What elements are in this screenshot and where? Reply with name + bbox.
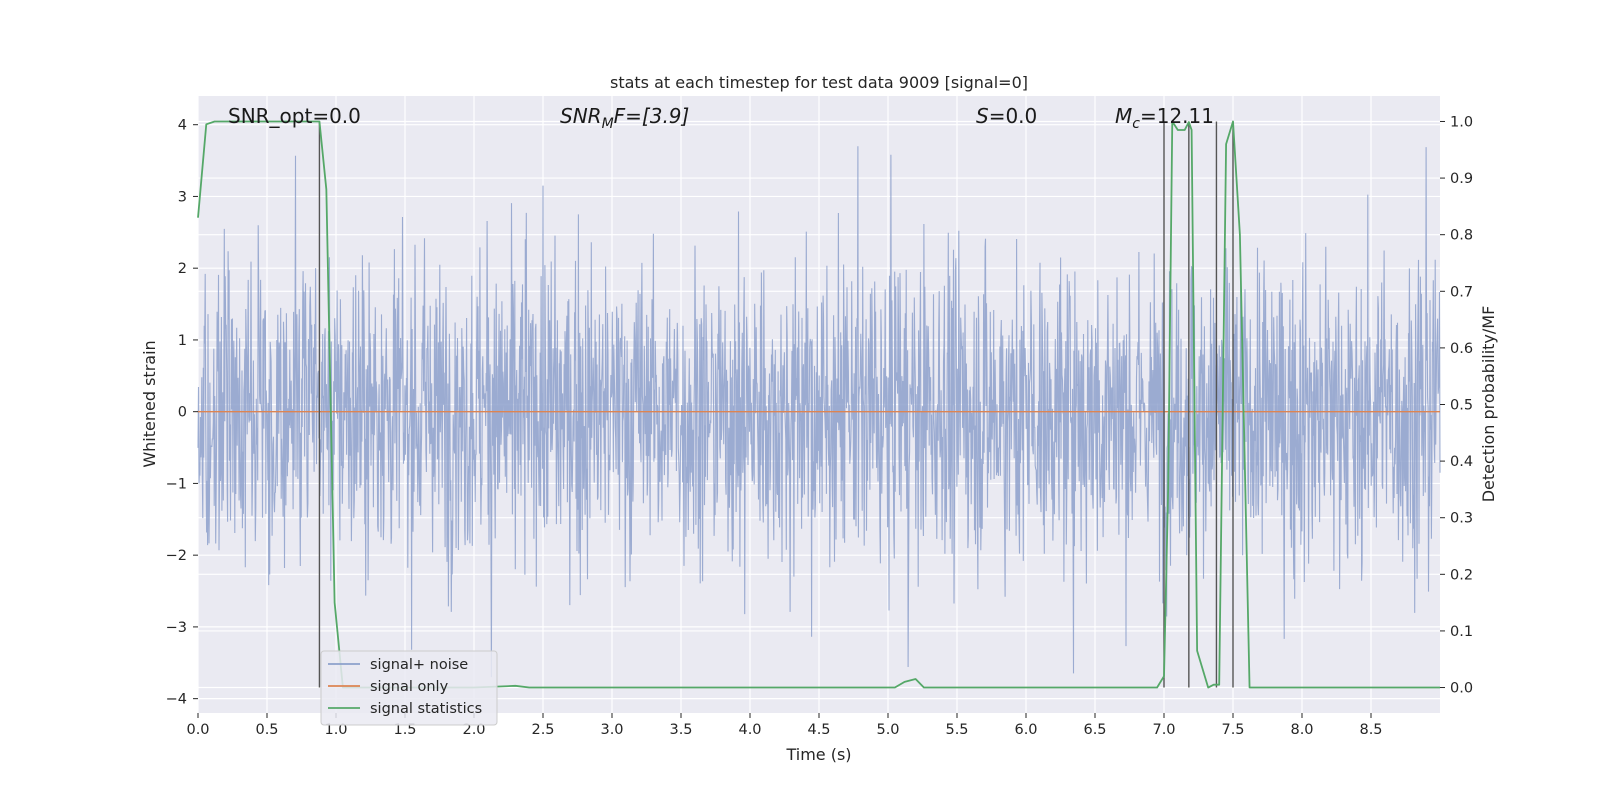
annotation-snr-mf: SNRMF=[3.9] (560, 104, 689, 132)
annotation-mc-name: M (1115, 104, 1132, 128)
y-right-tick-label: 0.2 (1450, 567, 1473, 583)
annotation-s-name: S (976, 104, 989, 128)
x-tick-label: 2.0 (462, 722, 485, 738)
x-tick-label: 7.0 (1152, 722, 1175, 738)
y-right-tick-label: 0.9 (1450, 171, 1473, 187)
annotation-snr-mf-sub: M (602, 116, 614, 132)
x-tick-label: 6.5 (1083, 722, 1106, 738)
annotation-snr-mf-rest: F=[3.9] (614, 104, 690, 128)
y-tick-label: −2 (166, 548, 187, 564)
y-right-tick-label: 0.5 (1450, 398, 1473, 414)
annotation-s: S=0.0 (976, 104, 1037, 128)
x-tick-label: 3.5 (669, 722, 692, 738)
y-tick-label: 2 (178, 261, 187, 277)
y-tick-label: 0 (178, 405, 187, 421)
x-axis-label: Time (s) (785, 745, 851, 764)
y-right-tick-label: 0.1 (1450, 624, 1473, 640)
legend: signal+ noise signal only signal statist… (320, 650, 498, 726)
annotation-mc: Mc=12.11 (1115, 104, 1214, 132)
y-axis-right-ticks: 0.0 0.1 0.2 0.3 0.4 0.5 0.6 0.7 0.8 0.9 1.0 (1440, 114, 1473, 697)
x-tick-label: 4.0 (738, 722, 761, 738)
x-tick-label: 7.5 (1221, 722, 1244, 738)
x-tick-label: 8.0 (1290, 722, 1313, 738)
annotation-snr-mf-name: SNR (560, 104, 602, 128)
x-tick-label: 8.5 (1359, 722, 1382, 738)
y-tick-label: −1 (166, 476, 187, 492)
annotation-mc-sub: c (1132, 116, 1140, 132)
y-right-tick-label: 0.0 (1450, 681, 1473, 697)
y-right-tick-label: 0.7 (1450, 284, 1473, 300)
y-right-tick-label: 0.8 (1450, 228, 1473, 244)
x-tick-label: 6.0 (1014, 722, 1037, 738)
y-tick-label: 1 (178, 333, 187, 349)
x-tick-label: 4.5 (807, 722, 830, 738)
chart-title: stats at each timestep for test data 900… (610, 73, 1028, 92)
x-tick-label: 0.5 (255, 722, 278, 738)
annotation-s-rest: =0.0 (989, 104, 1038, 128)
x-axis-ticks: 0.0 0.5 1.0 1.5 2.0 2.5 3.0 3.5 4.0 4.5 5.0 5.5 6.0 6… (186, 713, 1383, 738)
legend-label-signal-only: signal only (370, 679, 449, 695)
y-axis-label: Whitened strain (140, 340, 159, 467)
y-axis-left-ticks: −4 −3 −2 −1 0 1 2 3 4 (166, 118, 198, 708)
x-tick-label: 1.0 (324, 722, 347, 738)
vertical-markers (318, 121, 1234, 688)
legend-label-signal-statistics: signal statistics (370, 701, 482, 717)
y-axis-right-label: Detection probability/MF (1479, 306, 1498, 503)
x-tick-label: 1.5 (393, 722, 416, 738)
y-tick-label: −4 (166, 692, 187, 708)
y-right-tick-label: 0.3 (1450, 511, 1473, 527)
x-tick-label: 3.0 (600, 722, 623, 738)
annotation-mc-rest: =12.11 (1140, 104, 1214, 128)
legend-box (320, 650, 498, 726)
x-tick-label: 5.0 (876, 722, 899, 738)
statistics-line (197, 120, 1440, 689)
x-tick-label: 5.5 (945, 722, 968, 738)
series-signal-statistics (197, 120, 1440, 689)
annotation-snr-opt: SNR_opt=0.0 (228, 104, 361, 128)
y-tick-label: 4 (178, 118, 187, 134)
x-tick-label: 0.0 (186, 722, 209, 738)
y-right-tick-label: 1.0 (1450, 114, 1473, 130)
legend-label-signal-plus-noise: signal+ noise (370, 657, 468, 673)
y-right-tick-label: 0.6 (1450, 341, 1473, 357)
y-tick-label: −3 (166, 620, 187, 636)
x-tick-label: 2.5 (531, 722, 554, 738)
y-tick-label: 3 (178, 189, 187, 205)
y-right-tick-label: 0.4 (1450, 454, 1473, 470)
